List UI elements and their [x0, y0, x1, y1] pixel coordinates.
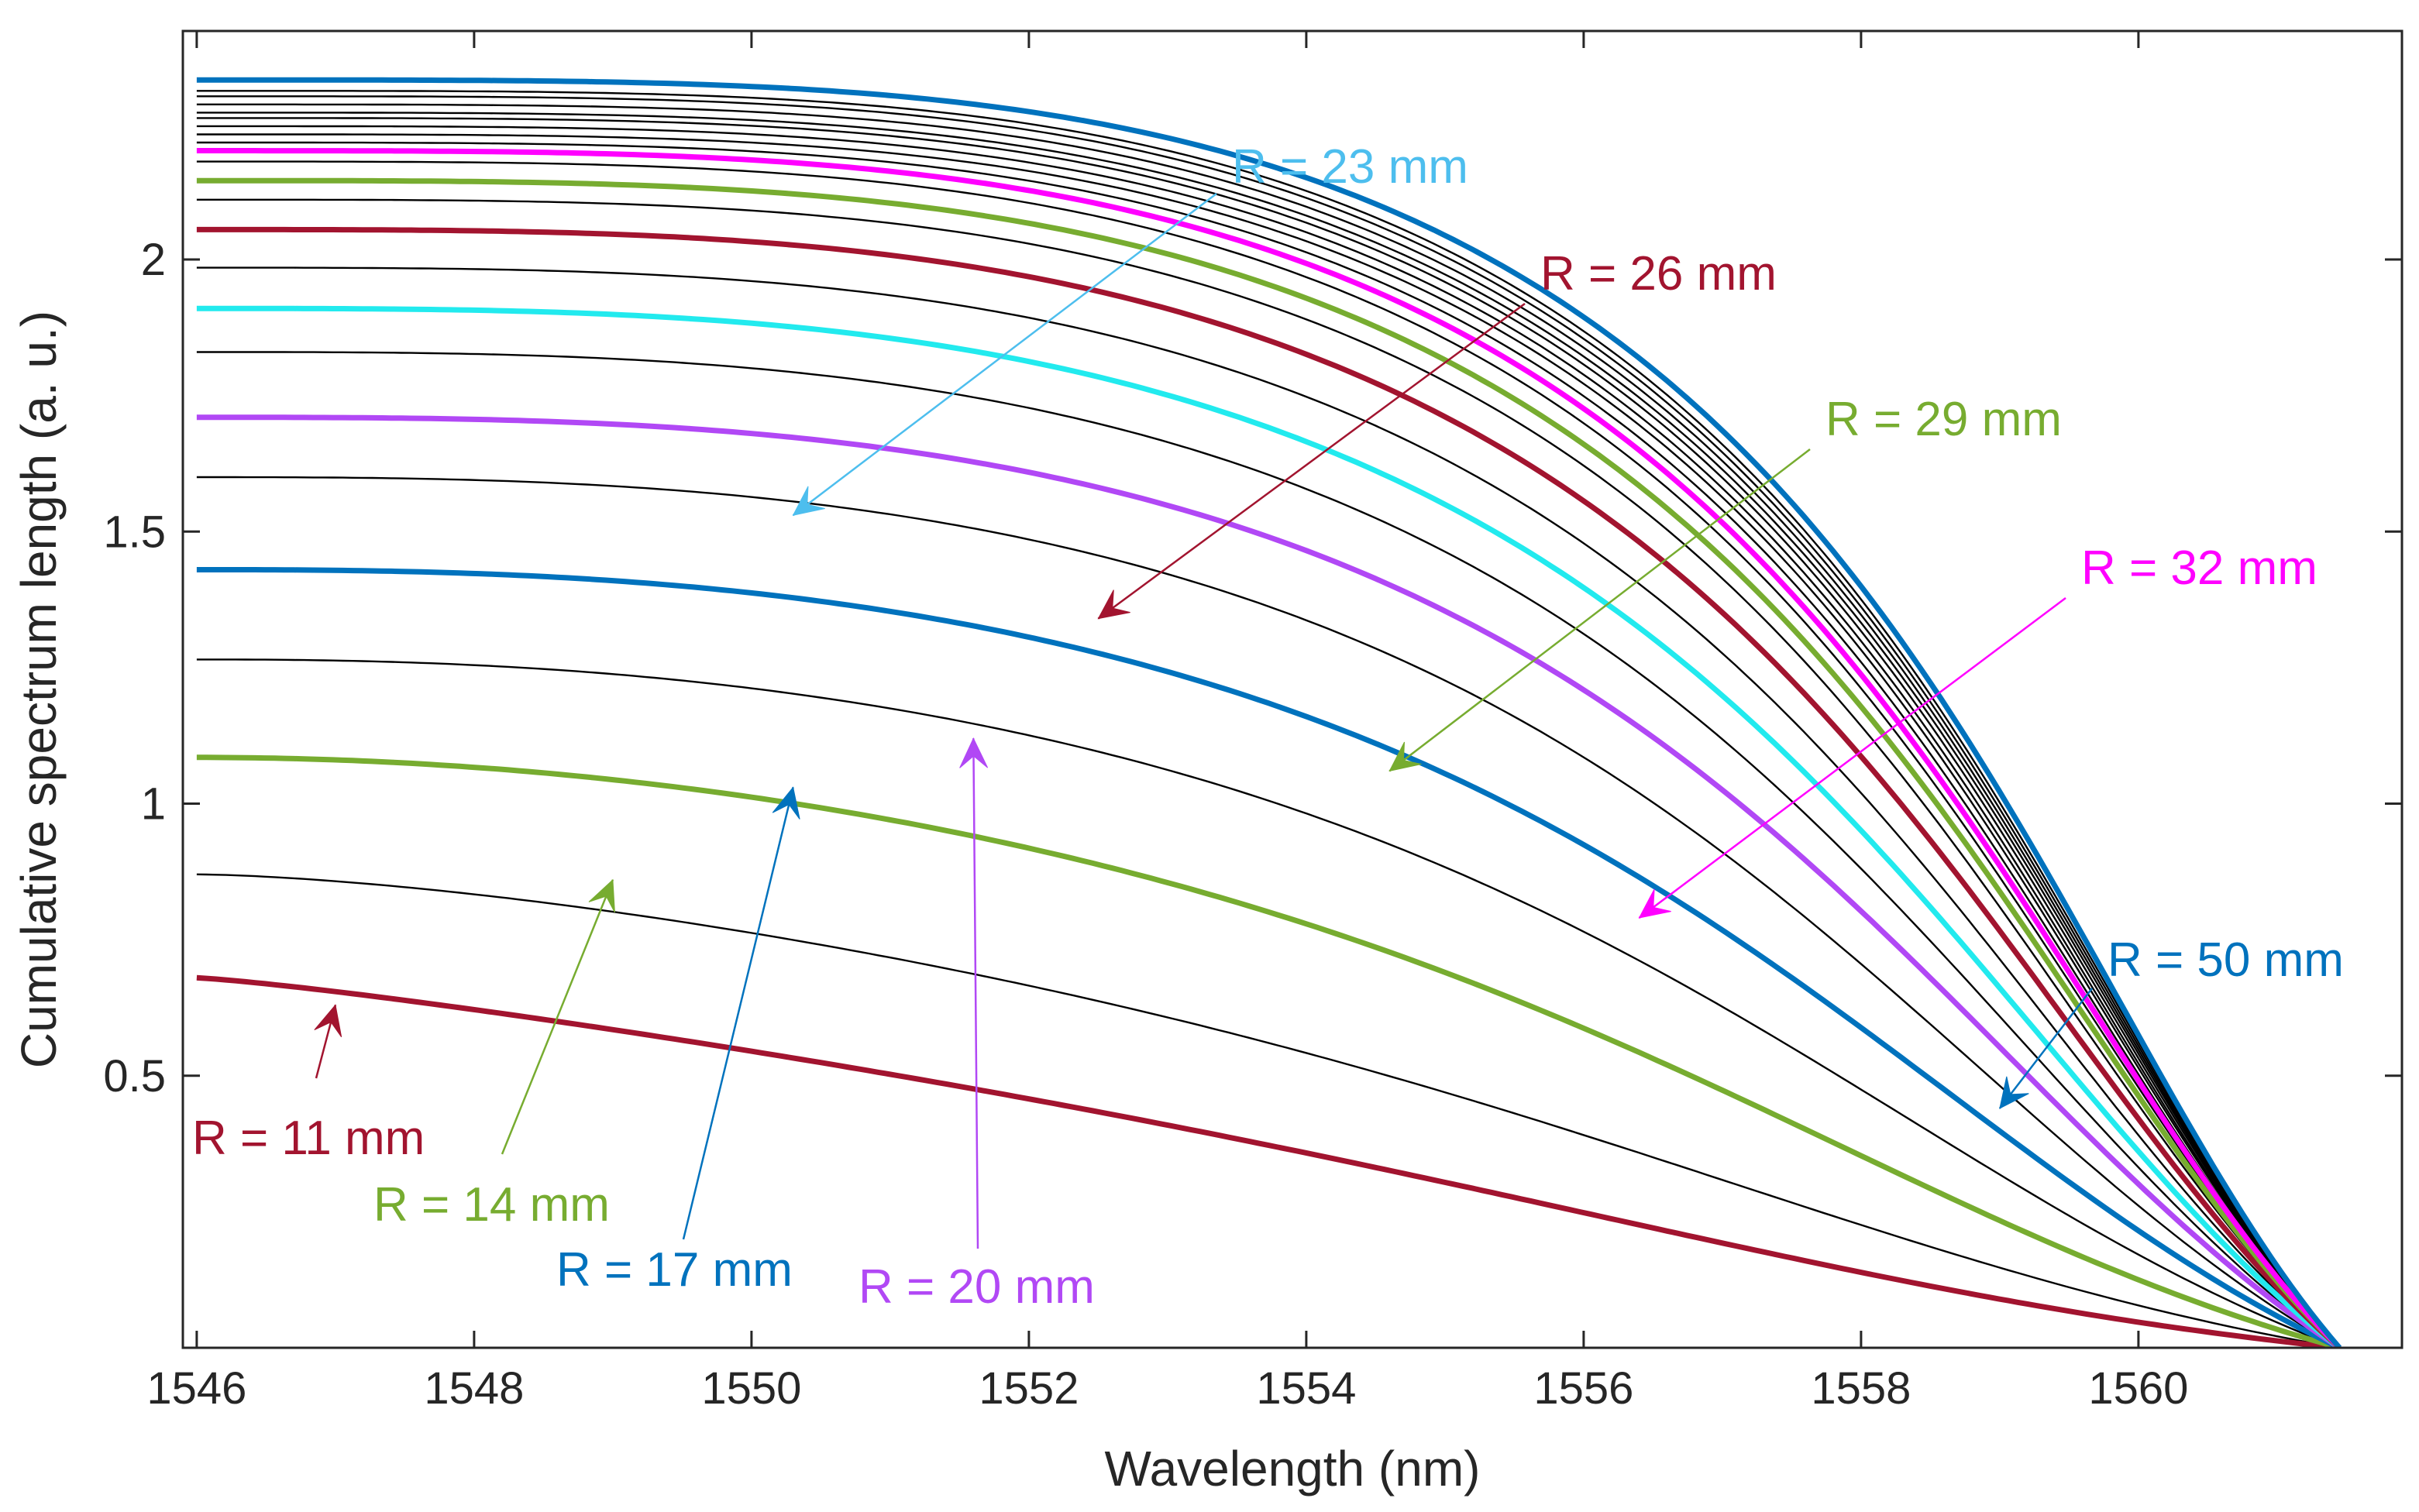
series-layer: [196, 77, 2342, 1348]
series-line-r-44-mm: [196, 103, 2341, 1348]
annotation-arrowhead-r-26-mm: [1097, 589, 1130, 620]
annotation-arrow-r-20-mm: [972, 738, 979, 1249]
x-tick-label: 1550: [701, 1363, 801, 1414]
y-tick-label: 1: [141, 779, 166, 830]
series-line-r-26-mm: [196, 226, 2342, 1348]
x-tick-label: 1546: [146, 1363, 246, 1414]
series-line-r-46-mm: [196, 95, 2341, 1348]
annotation-arrowhead-r-17-mm: [772, 786, 800, 820]
series-line-r-14-mm: [196, 754, 2341, 1348]
axes-box: [181, 29, 2404, 1349]
x-axis-label: Wavelength (nm): [1105, 1441, 1481, 1497]
annotation-label-r-23-mm: R = 23 mm: [1232, 140, 1468, 194]
series-line-r-18-mm: [196, 476, 2340, 1348]
series-line-r-17-mm: [196, 567, 2341, 1348]
annotation-arrow-r-29-mm: [1388, 448, 1811, 772]
annotation-arrowhead-r-23-mm: [792, 486, 825, 516]
annotation-label-r-32-mm: R = 32 mm: [2081, 541, 2317, 595]
y-tick-label: 1.5: [103, 507, 166, 557]
annotation-label-r-17-mm: R = 17 mm: [556, 1243, 793, 1297]
annotation-arrow-r-14-mm: [501, 879, 614, 1155]
annotation-arrow-r-26-mm: [1097, 302, 1526, 620]
series-line-r-30-mm: [196, 160, 2341, 1348]
series-line-r-24-mm: [196, 266, 2341, 1348]
series-line-r-23-mm: [196, 305, 2342, 1348]
x-tick-label: 1552: [979, 1363, 1079, 1414]
series-line-r-27-mm: [196, 198, 2341, 1348]
annotation-label-r-20-mm: R = 20 mm: [859, 1260, 1095, 1314]
y-tick-label: 2: [141, 235, 166, 285]
annotation-arrow-r-50-mm: [1998, 988, 2093, 1109]
annotation-label-r-29-mm: R = 29 mm: [1825, 393, 2062, 446]
annotation-label-r-50-mm: R = 50 mm: [2108, 933, 2344, 987]
annotation-arrowhead-r-14-mm: [588, 878, 615, 913]
annotation-arrowhead-r-32-mm: [1638, 888, 1671, 919]
series-line-r-40-mm: [196, 117, 2341, 1348]
y-axis-ticks: 0.5 1 1.5 2: [103, 235, 2402, 1101]
series-line-r-48-mm: [196, 90, 2341, 1348]
series-line-r-20-mm: [196, 414, 2342, 1348]
x-tick-label: 1556: [1533, 1363, 1633, 1414]
plot-area: [196, 77, 2342, 1348]
y-tick-label: 0.5: [103, 1051, 166, 1101]
x-axis-ticks: 1546 1548 1550 1552 1554 1556 1558 1560: [146, 31, 2188, 1414]
x-tick-label: 1558: [1811, 1363, 1911, 1414]
series-line-r-29-mm: [196, 177, 2342, 1348]
annotation-label-r-14-mm: R = 14 mm: [373, 1178, 610, 1232]
series-line-r-11-mm: [196, 974, 2340, 1348]
series-line-r-50-mm: [196, 77, 2342, 1348]
annotation-arrowhead-r-50-mm: [1999, 1076, 2029, 1109]
x-tick-label: 1548: [424, 1363, 524, 1414]
series-line-r-12-mm: [196, 873, 2340, 1348]
x-tick-label: 1554: [1256, 1363, 1356, 1414]
series-line-r-32-mm: [196, 148, 2342, 1348]
x-tick-label: 1560: [2088, 1363, 2188, 1414]
series-line-r-21-mm: [196, 351, 2341, 1348]
annotation-arrowhead-r-11-mm: [314, 1004, 342, 1038]
annotations: R = 11 mm R = 14 mm R = 17 mm R = 20 mm R = …: [192, 140, 2344, 1314]
series-line-r-42-mm: [196, 112, 2341, 1348]
annotation-arrow-r-23-mm: [792, 193, 1217, 517]
annotation-arrowhead-r-29-mm: [1388, 741, 1422, 772]
annotation-arrow-r-32-mm: [1638, 597, 2066, 919]
annotation-arrowhead-r-20-mm: [959, 737, 989, 768]
series-line-r-36-mm: [196, 133, 2341, 1348]
series-line-r-15-mm: [196, 658, 2340, 1348]
annotation-arrow-r-17-mm: [682, 787, 794, 1240]
y-axis-label: Cumulative spectrum length (a. u.): [11, 311, 67, 1068]
annotation-label-r-26-mm: R = 26 mm: [1540, 247, 1777, 301]
annotation-label-r-11-mm: R = 11 mm: [192, 1112, 425, 1165]
series-line-r-38-mm: [196, 125, 2341, 1348]
series-line-r-34-mm: [196, 141, 2341, 1348]
